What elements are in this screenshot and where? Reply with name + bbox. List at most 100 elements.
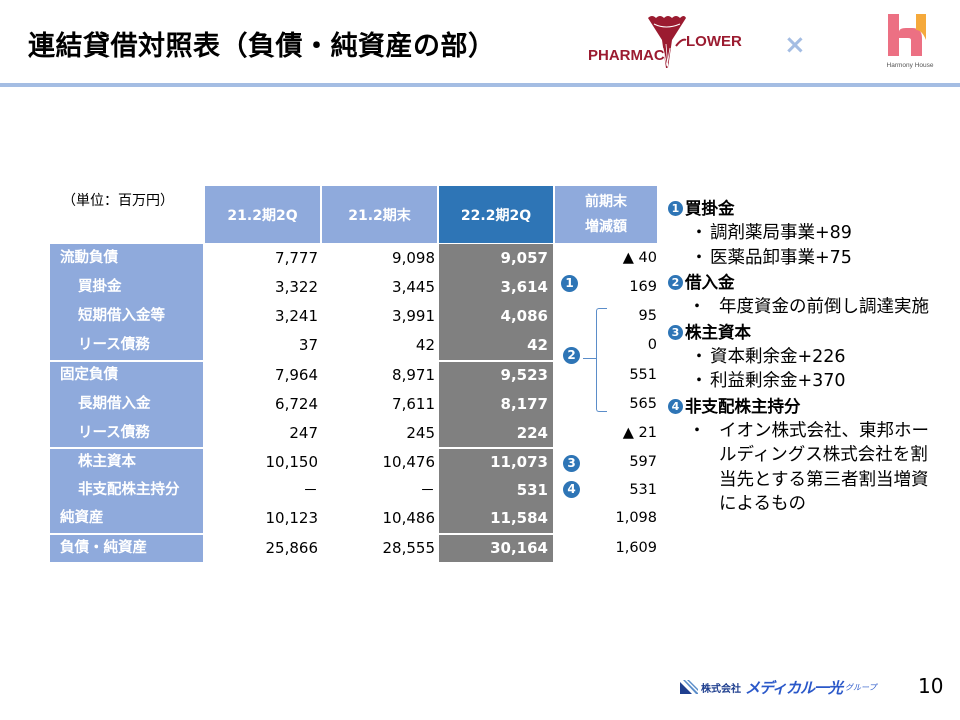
column-header-diff: 前期末 増減額 [555, 186, 657, 243]
badge-4-icon: 4 [563, 481, 580, 498]
cell-22-2-2q: 4,086 [500, 307, 548, 325]
logo-left-text: PHARMAC [588, 47, 665, 64]
diff-header-line2: 増減額 [585, 218, 627, 235]
cell-21-2-end: 3,445 [392, 278, 435, 296]
cell-diff: ▲ 21 [622, 425, 657, 441]
stripes-icon [680, 680, 698, 694]
note-item: ・医薬品卸事業+75 [690, 247, 852, 268]
cell-21-2-end: 245 [406, 424, 435, 442]
table-row: 固定負債 7,964 8,971 9,523 551 [50, 361, 657, 390]
cell-22-2-2q: 11,584 [490, 509, 548, 527]
label-column-bg [50, 244, 203, 562]
cell-21-2-end: 3,991 [392, 307, 435, 325]
note-item: ・利益剰余金+370 [690, 371, 846, 391]
group-separator [50, 533, 203, 535]
table-row: 負債・純資産 25,866 28,555 30,164 1,609 [50, 534, 657, 563]
cell-22-2-2q: 11,073 [490, 453, 548, 471]
company-name: メディカル一光 [745, 678, 843, 697]
row-label: 短期借入金等 [78, 308, 165, 324]
table-row: 株主資本 10,150 10,476 11,073 597 [50, 448, 657, 477]
cell-21-2-2q: 7,964 [275, 366, 318, 384]
table-row: 非支配株主持分 － － 531 531 [50, 476, 657, 505]
row-label: 買掛金 [78, 279, 122, 295]
cell-21-2-2q: 25,866 [265, 539, 319, 557]
cell-21-2-end: 9,098 [392, 249, 435, 267]
table-row: 純資産 10,123 10,486 11,584 1,098 [50, 504, 657, 533]
note-heading: 2 借入金 [668, 270, 938, 295]
flower-icon [648, 16, 687, 69]
cell-22-2-2q: 9,057 [500, 249, 548, 267]
group-separator [50, 360, 203, 362]
cell-21-2-2q: － [302, 481, 318, 499]
current-column-bg [439, 244, 553, 562]
cell-diff: 95 [638, 308, 657, 324]
cell-21-2-2q: 6,724 [275, 395, 318, 413]
cell-21-2-2q: 10,150 [265, 453, 319, 471]
header-divider [0, 83, 960, 87]
cell-22-2-2q: 30,164 [490, 539, 548, 557]
unit-label: （単位：百万円） [62, 193, 174, 209]
cell-22-2-2q: 42 [527, 336, 548, 354]
note-heading-text: 買掛金 [685, 199, 735, 218]
column-header-22-2-2q: 22.2期2Q [439, 186, 553, 243]
logo-right-text: LOWER [686, 33, 742, 50]
note-heading-text: 借入金 [685, 273, 735, 292]
column-header-21-2-end: 21.2期末 [322, 186, 437, 243]
cell-22-2-2q: 9,523 [500, 366, 548, 384]
table-row: リース債務 37 42 42 0 [50, 331, 657, 360]
row-label: 長期借入金 [78, 396, 151, 412]
note-item: ・年度資金の前倒し調達実施 [688, 297, 929, 317]
badge-2-icon: 2 [563, 347, 580, 364]
note-heading-text: 株主資本 [685, 322, 751, 342]
row-label: 純資産 [60, 510, 104, 526]
column-header-21-2-2q: 21.2期2Q [205, 186, 320, 243]
cell-diff: 169 [629, 279, 657, 295]
cell-diff: 1,609 [615, 540, 657, 556]
note-item: ・イオン株式会社、東邦ホールディングス株式会社を割当先とする第三者割当増資による… [688, 420, 929, 515]
company-logo: 株式会社 メディカル一光 グループ [680, 678, 876, 697]
cell-diff: 0 [647, 337, 657, 353]
cell-21-2-end: － [419, 481, 435, 499]
diff-header-line1: 前期末 [585, 193, 627, 210]
row-label: リース債務 [78, 337, 150, 353]
pharmacy-flower-logo: PHARMAC LOWER [588, 14, 748, 72]
page-title: 連結貸借対照表（負債・純資産の部） [28, 31, 496, 62]
group-separator [50, 447, 203, 449]
cell-22-2-2q: 531 [516, 481, 548, 499]
harmony-house-logo: Harmony House [880, 14, 940, 74]
cell-21-2-end: 10,486 [382, 509, 436, 527]
row-label: 流動負債 [60, 250, 118, 266]
cell-22-2-2q: 3,614 [500, 278, 548, 296]
badge-1-icon: 1 [561, 275, 578, 292]
cell-21-2-end: 28,555 [382, 539, 436, 557]
cell-21-2-2q: 3,322 [275, 278, 318, 296]
note-heading: 3 株主資本 [668, 320, 938, 345]
badge-3-icon: 3 [563, 455, 580, 472]
company-prefix: 株式会社 [701, 683, 741, 695]
cell-21-2-end: 8,971 [392, 366, 435, 384]
page-number: 10 [918, 674, 944, 698]
harmony-house-h-icon [888, 14, 926, 56]
table-row: 買掛金 3,322 3,445 3,614 169 [50, 273, 657, 302]
cell-diff: 597 [629, 454, 657, 470]
cell-21-2-end: 7,611 [392, 395, 435, 413]
notes-panel: 1 買掛金 ・調剤薬局事業+89 ・医薬品卸事業+75 2 借入金 ・年度資金の… [668, 196, 938, 517]
table-row: 長期借入金 6,724 7,611 8,177 565 [50, 390, 657, 419]
note-item: ・資本剰余金+226 [690, 346, 846, 367]
badge-3-icon: 3 [668, 324, 683, 340]
cell-21-2-2q: 3,241 [275, 307, 318, 325]
table-row: リース債務 247 245 224 ▲ 21 [50, 419, 657, 448]
badge-1-icon: 1 [668, 201, 683, 216]
bracket-icon [596, 308, 607, 412]
group-separator [439, 360, 553, 362]
cross-symbol: × [784, 30, 806, 60]
cell-diff: ▲ 40 [622, 250, 657, 266]
badge-4-icon: 4 [668, 398, 683, 414]
note-heading: 4 非支配株主持分 [668, 394, 938, 419]
cell-21-2-2q: 10,123 [265, 509, 319, 527]
note-heading-text: 非支配株主持分 [685, 396, 801, 416]
table-row: 流動負債 7,777 9,098 9,057 ▲ 40 [50, 244, 657, 273]
cell-diff: 1,098 [615, 510, 657, 526]
cell-diff: 565 [629, 396, 657, 412]
group-separator [439, 447, 553, 449]
